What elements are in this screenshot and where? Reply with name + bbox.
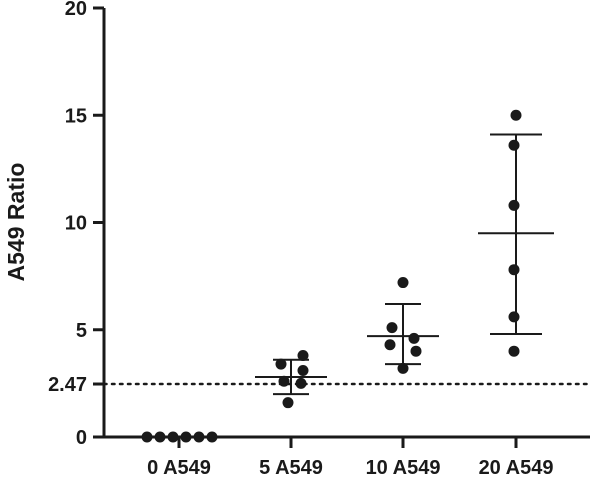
data-point [282,397,294,409]
data-point [508,311,520,323]
x-tick-label: 20 A549 [479,457,554,479]
data-point [384,339,396,351]
x-tick-label: 0 A549 [147,457,211,479]
y-tick-label: 20 [65,0,87,20]
data-point [297,349,309,361]
data-point [397,277,409,289]
data-point [275,358,287,370]
x-tick-label: 10 A549 [366,457,441,479]
data-point [297,365,309,377]
y-tick-label: 10 [65,213,87,235]
data-point [154,431,166,443]
data-point [397,362,409,374]
data-point [278,375,290,387]
data-point [510,109,522,121]
y-tick-label: 0 [76,427,87,449]
data-point [167,431,179,443]
data-point [508,264,520,276]
y-axis-title: A549 Ratio [3,163,29,282]
data-point [508,199,520,211]
data-point [386,322,398,334]
data-point [508,139,520,151]
data-point [508,345,520,357]
data-point [141,431,153,443]
data-point [408,332,420,344]
data-point [206,431,218,443]
data-point [295,377,307,389]
data-point [180,431,192,443]
y-tick-label: 15 [65,105,87,127]
data-point [193,431,205,443]
x-tick-label: 5 A549 [259,457,323,479]
y-tick-label: 5 [76,320,87,342]
axis-labels: 0 5 10 15 20 2.47 0 A549 5 A549 10 A549 20 A549 A5… [3,0,553,479]
data-marks [141,109,554,443]
reference-line-label: 2.47 [48,374,87,396]
data-point [410,345,422,357]
